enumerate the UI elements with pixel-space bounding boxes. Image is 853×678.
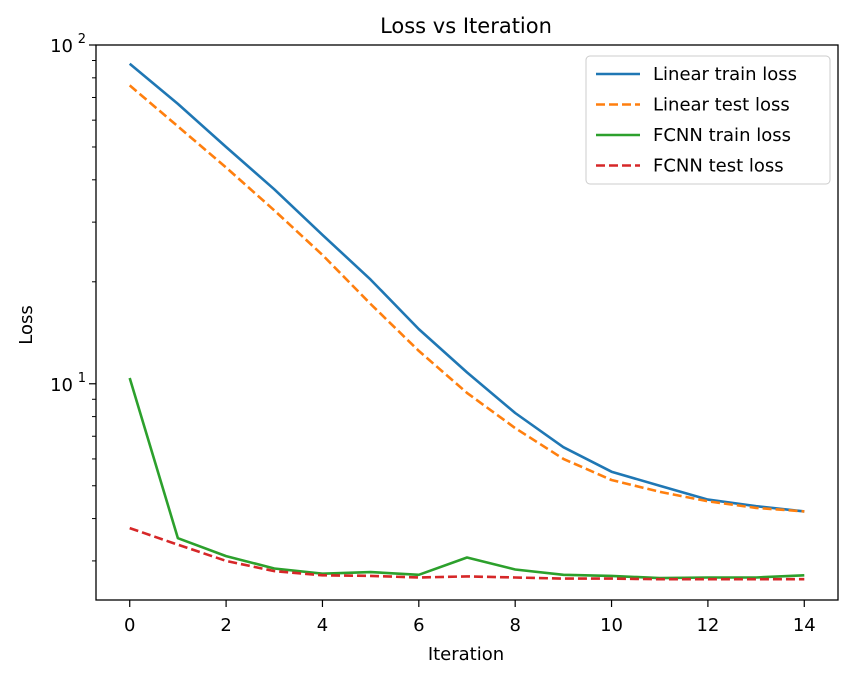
legend-box (585, 55, 831, 185)
x-tick-label: 2 (220, 615, 231, 636)
plot-frame (95, 44, 839, 601)
y-tick-label: 10 (50, 375, 73, 396)
x-axis-label: Iteration (428, 644, 504, 665)
legend-label: FCNN test loss (653, 156, 784, 177)
x-tick-label: 6 (413, 615, 424, 636)
series-line (128, 84, 805, 513)
legend-label: FCNN train loss (653, 125, 791, 146)
y-tick-exponent: 1 (78, 371, 86, 386)
x-tick-label: 14 (793, 615, 816, 636)
series-lines (128, 62, 805, 581)
x-ticks: 0 2 4 6 8 10 12 14 (124, 600, 816, 636)
y-major-ticks: 10 2 10 1 (50, 32, 96, 396)
legend: Linear train loss Linear test loss FCNN tr… (585, 55, 831, 185)
series-line (128, 62, 805, 513)
chart-title: Loss vs Iteration (380, 14, 552, 38)
series-line (128, 377, 805, 580)
x-tick-label: 8 (509, 615, 520, 636)
series-line (129, 526, 805, 581)
y-minor-ticks (92, 60, 96, 562)
x-tick-label: 12 (696, 615, 719, 636)
legend-label: Linear test loss (653, 95, 790, 116)
x-tick-label: 10 (600, 615, 623, 636)
x-tick-label: 0 (124, 615, 135, 636)
x-tick-label: 4 (317, 615, 328, 636)
y-axis-label: Loss (16, 305, 37, 344)
y-tick-exponent: 2 (78, 32, 86, 47)
legend-label: Linear train loss (653, 64, 797, 85)
y-tick-label: 10 (50, 36, 73, 57)
